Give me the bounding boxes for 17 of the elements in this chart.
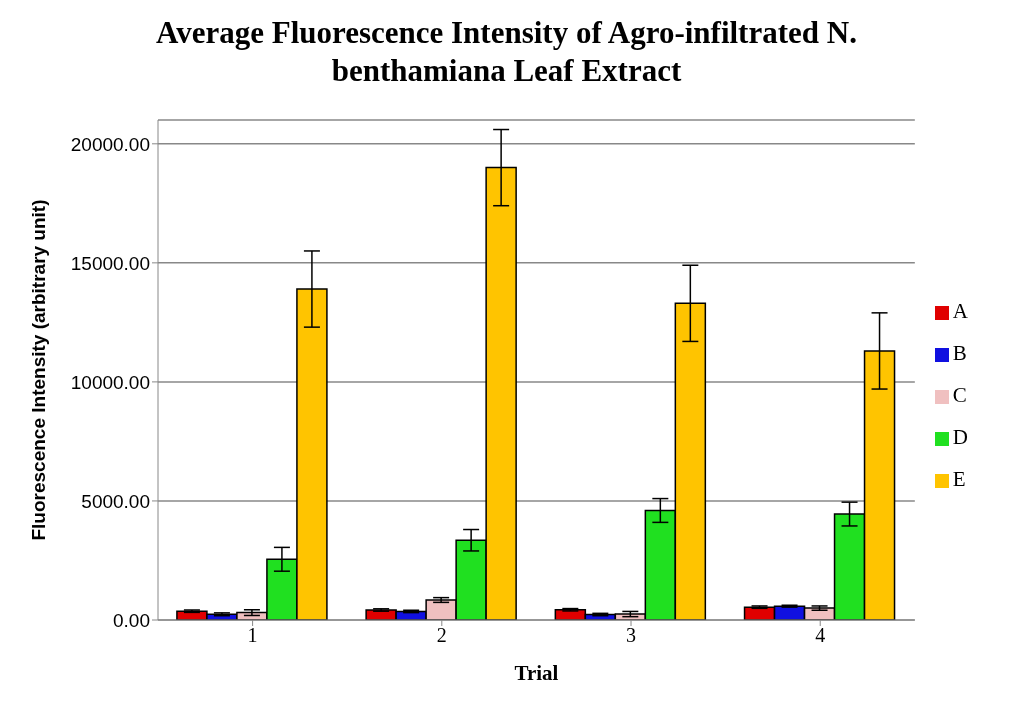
legend-label: B	[952, 341, 967, 365]
y-tick-label: 10000.00	[70, 371, 150, 393]
y-tick-label: 20000.00	[70, 133, 150, 155]
x-tick-label: 1	[247, 624, 258, 647]
legend-label: C	[952, 383, 967, 407]
chart-title: Average Fluorescence Intensity of Agro-infiltrated N. benthamiana Leaf Extract	[155, 14, 858, 90]
x-axis-title: Trial	[514, 661, 559, 685]
x-tick-label: 2	[436, 624, 447, 647]
legend-label: A	[952, 299, 968, 323]
x-tick-label: 4	[815, 624, 826, 647]
legend-label: D	[952, 425, 968, 449]
y-tick-label: 0.00	[113, 609, 150, 631]
x-tick-label: 3	[626, 624, 637, 647]
y-tick-label: 5000.00	[81, 490, 150, 512]
y-tick-label: 15000.00	[70, 252, 150, 274]
y-axis-title: Fluorescence Intensity (arbitrary unit)	[27, 199, 49, 541]
legend-label: E	[952, 467, 966, 491]
